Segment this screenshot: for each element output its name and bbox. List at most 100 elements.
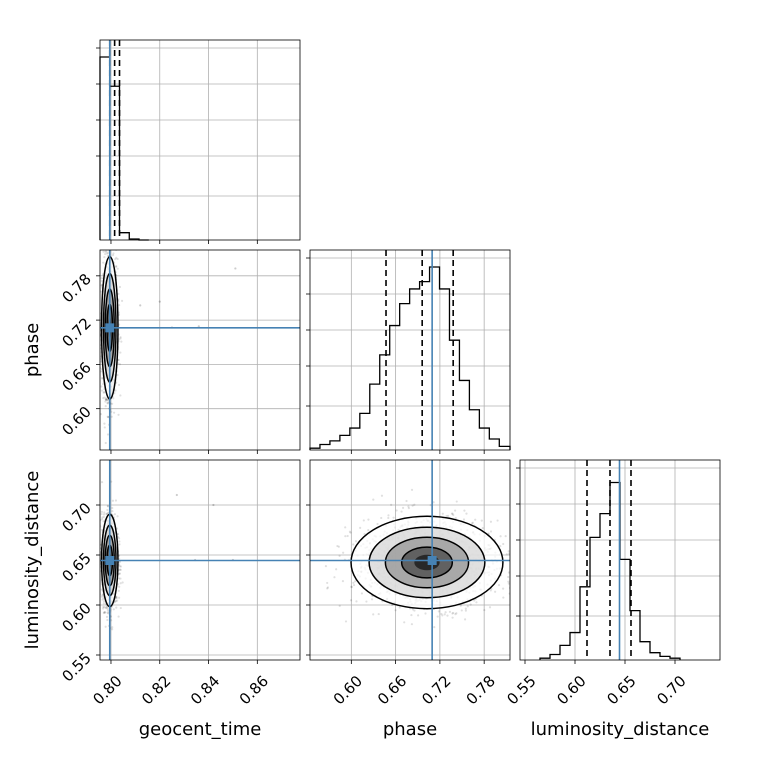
sample-point	[104, 400, 107, 403]
panel-luminosity-distance-vs-phase-frame	[309, 459, 511, 661]
sample-point	[112, 252, 115, 255]
contour-line	[400, 546, 454, 579]
panel-luminosity-distance-vs-geocent-time-points	[95, 480, 235, 631]
sample-point	[103, 422, 106, 425]
x-axis-label-geocent-time: geocent_time	[139, 719, 262, 740]
sample-point	[441, 512, 444, 515]
sample-point	[349, 599, 353, 602]
sample-point	[455, 500, 458, 503]
sample-point	[392, 516, 395, 519]
sample-point	[469, 603, 472, 606]
sample-point	[341, 580, 345, 583]
sample-point	[344, 526, 347, 529]
y-axis-label-luminosity-distance: luminosity_distance	[22, 471, 43, 650]
sample-point	[106, 508, 109, 512]
sample-point	[502, 596, 505, 599]
sample-point	[118, 565, 121, 568]
sample-point	[100, 595, 104, 598]
sample-point	[471, 522, 474, 525]
sample-point	[362, 519, 365, 522]
sample-point	[100, 588, 103, 591]
sample-point	[326, 587, 329, 590]
x-axis-label-phase: phase	[383, 719, 437, 740]
sample-point	[100, 385, 103, 388]
sample-point	[115, 596, 118, 599]
sample-point	[483, 608, 486, 612]
panel-phase-vs-geocent-time-truth-marker	[105, 323, 115, 333]
sample-point	[105, 606, 108, 609]
sample-point	[118, 572, 121, 575]
sample-point	[104, 398, 107, 401]
panel-luminosity-distance-vs-phase-xtick-label: 0.66	[374, 672, 410, 708]
sample-point	[114, 499, 118, 502]
sample-point	[499, 535, 502, 538]
sample-point	[100, 370, 103, 373]
sample-point	[117, 413, 120, 416]
sample-point	[105, 250, 108, 253]
sample-point	[110, 244, 112, 246]
sample-point	[349, 531, 352, 534]
sample-point	[100, 284, 103, 287]
sample-point	[118, 572, 121, 576]
sample-point	[454, 613, 457, 616]
hist-geocent-time-axes	[100, 40, 300, 240]
sample-point	[405, 499, 408, 503]
sample-point	[338, 554, 341, 557]
sample-point	[102, 382, 105, 386]
sample-point	[97, 313, 99, 315]
sample-point	[465, 512, 468, 515]
sample-point	[106, 399, 109, 402]
sample-point	[410, 613, 413, 617]
sample-point	[459, 604, 462, 607]
sample-point	[95, 513, 97, 515]
sample-point	[100, 279, 103, 283]
sample-point	[117, 383, 121, 387]
sample-point	[372, 498, 375, 501]
sample-point	[111, 402, 114, 405]
panel-luminosity-distance-vs-geocent-time-xtick-label: 0.82	[138, 672, 174, 708]
sample-point	[413, 503, 416, 506]
sample-point	[106, 433, 110, 436]
sample-point	[432, 501, 435, 504]
hist-luminosity-distance-xtick-label: 0.60	[553, 672, 589, 708]
sample-point	[448, 610, 452, 613]
sample-point	[489, 589, 492, 592]
hist-phase-frame	[309, 249, 511, 451]
sample-point	[462, 518, 466, 521]
hist-luminosity-distance-frame	[519, 459, 721, 661]
panel-luminosity-distance-vs-geocent-time-xtick-label: 0.84	[187, 672, 223, 708]
sample-point	[100, 528, 104, 531]
sample-point	[106, 618, 109, 622]
sample-point	[120, 299, 124, 302]
sample-point	[116, 373, 119, 377]
sample-point	[460, 609, 463, 612]
sample-point	[473, 599, 476, 602]
sample-point	[101, 516, 104, 519]
sample-point	[119, 606, 122, 610]
sample-point	[354, 580, 357, 583]
sample-point	[480, 519, 483, 522]
sample-point	[105, 512, 108, 516]
contour-line	[368, 526, 486, 599]
panel-luminosity-distance-vs-geocent-time-ytick-label: 0.65	[58, 549, 94, 585]
sample-point	[111, 499, 115, 502]
sample-point	[512, 593, 514, 595]
sample-point	[234, 267, 237, 270]
sample-point	[98, 579, 100, 581]
sample-point	[511, 515, 513, 517]
sample-point	[118, 363, 122, 366]
sample-point	[516, 531, 518, 533]
sample-point	[116, 257, 119, 261]
sample-point	[413, 609, 416, 612]
sample-point	[102, 602, 105, 605]
sample-point	[352, 543, 355, 546]
sample-point	[326, 581, 329, 585]
sample-point	[352, 583, 356, 587]
sample-point	[451, 612, 454, 615]
sample-point	[103, 511, 106, 514]
sample-point	[499, 544, 502, 548]
sample-point	[407, 505, 410, 508]
panel-luminosity-distance-vs-phase-xtick-label: 0.72	[418, 672, 454, 708]
sample-point	[115, 595, 118, 598]
sample-point	[102, 391, 105, 394]
